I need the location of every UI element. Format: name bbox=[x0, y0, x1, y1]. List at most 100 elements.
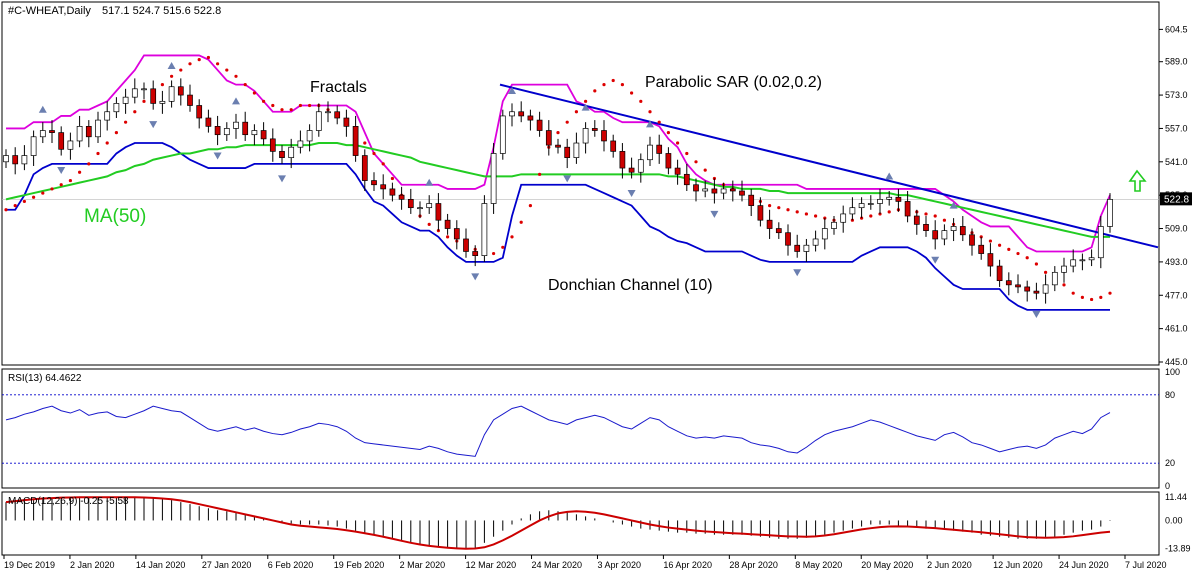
candle-down bbox=[545, 130, 552, 146]
candle-up bbox=[831, 221, 837, 229]
sar-dot bbox=[998, 243, 1002, 247]
candle-down bbox=[693, 184, 699, 192]
fractal-down-marker bbox=[149, 121, 158, 129]
candle-up bbox=[950, 226, 957, 231]
candle-up bbox=[1079, 259, 1086, 262]
candle-down bbox=[748, 194, 755, 206]
fractal-down-marker bbox=[931, 256, 940, 264]
rsi-levels bbox=[2, 394, 1159, 464]
sar-dot bbox=[988, 239, 993, 243]
candle-up bbox=[812, 238, 819, 246]
sar-dot bbox=[823, 216, 827, 220]
candle-up bbox=[821, 228, 828, 240]
candle-down bbox=[711, 188, 718, 194]
candle-down bbox=[269, 138, 276, 152]
sar-dot bbox=[308, 103, 312, 108]
date-tick-label: 24 Jun 2020 bbox=[1059, 560, 1109, 570]
sar-dot bbox=[528, 203, 533, 208]
date-tick-label: 2 Jun 2020 bbox=[927, 560, 972, 570]
fractal-up-marker bbox=[949, 201, 958, 209]
sar-dot bbox=[565, 120, 569, 124]
sar-dot bbox=[666, 131, 671, 135]
sar-dot bbox=[510, 235, 514, 239]
sar-dot bbox=[620, 83, 625, 87]
price-tick-label: 557.0 bbox=[1165, 123, 1188, 133]
sar-dot bbox=[786, 208, 790, 212]
fractal-down-marker bbox=[710, 210, 719, 218]
fractal-markers bbox=[38, 61, 1041, 318]
fractal-down-marker bbox=[57, 167, 66, 175]
sar-dot bbox=[225, 68, 229, 72]
sar-dot bbox=[170, 74, 174, 78]
candle-up bbox=[251, 130, 258, 136]
sar-dot bbox=[1108, 291, 1112, 295]
date-tick-label: 14 Jan 2020 bbox=[136, 560, 186, 570]
fractal-down-marker bbox=[278, 175, 286, 183]
candle-down bbox=[591, 128, 598, 131]
candle-up bbox=[67, 140, 74, 150]
candle-up bbox=[306, 130, 313, 142]
candle-down bbox=[398, 194, 405, 200]
fractal-down-marker bbox=[627, 190, 636, 197]
candle-down bbox=[435, 203, 442, 221]
rsi-tick-label: 100 bbox=[1165, 367, 1180, 377]
candle-down bbox=[969, 234, 975, 246]
candle-down bbox=[987, 253, 994, 267]
sar-dot bbox=[804, 212, 809, 216]
candle-down bbox=[196, 105, 203, 119]
candle-up bbox=[1088, 257, 1095, 261]
rsi-label: RSI(13) 64.4622 bbox=[8, 373, 82, 384]
sar-dot bbox=[96, 151, 100, 156]
fractal-up-marker bbox=[38, 105, 47, 113]
price-tick-label: 461.0 bbox=[1165, 324, 1188, 334]
sar-dot bbox=[133, 110, 137, 114]
candle-up bbox=[426, 203, 433, 209]
price-candles bbox=[3, 78, 1113, 304]
candle-up bbox=[803, 244, 810, 252]
macd-label: MACD(12,26,9) -0.25 -5.58 bbox=[8, 496, 129, 507]
candle-down bbox=[205, 117, 212, 127]
fractal-up-marker bbox=[508, 86, 516, 94]
candle-up bbox=[637, 159, 644, 173]
date-tick-label: 8 May 2020 bbox=[795, 560, 842, 570]
sar-dot bbox=[694, 160, 698, 164]
candle-down bbox=[407, 198, 414, 209]
candle-up bbox=[1061, 265, 1067, 273]
sar-dot bbox=[501, 245, 505, 249]
sar-dot bbox=[657, 120, 661, 124]
candle-down bbox=[923, 224, 929, 231]
sar-dot bbox=[639, 99, 643, 103]
sar-dot bbox=[160, 83, 164, 87]
candle-down bbox=[453, 228, 460, 240]
candle-up bbox=[95, 119, 101, 138]
candle-down bbox=[187, 94, 193, 106]
candle-up bbox=[840, 213, 847, 223]
candle-up bbox=[481, 203, 488, 256]
sar-dot bbox=[50, 187, 54, 191]
candle-down bbox=[895, 196, 902, 202]
sar-dot bbox=[372, 151, 376, 156]
sar-dot bbox=[1099, 295, 1103, 299]
candle-up bbox=[104, 111, 111, 121]
price-tick-label: 445.0 bbox=[1165, 357, 1188, 367]
sar-dot bbox=[298, 103, 302, 108]
sar-dot bbox=[1025, 256, 1029, 260]
date-tick-label: 7 Jul 2020 bbox=[1125, 560, 1167, 570]
sar-dot bbox=[114, 131, 118, 135]
sar-dot bbox=[262, 99, 266, 103]
price-tick-label: 573.0 bbox=[1165, 90, 1188, 100]
candle-down bbox=[472, 251, 479, 256]
date-tick-label: 2 Mar 2020 bbox=[400, 560, 446, 570]
sar-dot bbox=[216, 62, 220, 66]
sar-dot bbox=[381, 162, 385, 166]
date-tick-label: 6 Feb 2020 bbox=[268, 560, 314, 570]
rsi-tick-label: 80 bbox=[1165, 390, 1175, 400]
sar-dot bbox=[584, 99, 588, 103]
sar-dot bbox=[630, 91, 634, 95]
sar-dot bbox=[1062, 283, 1066, 287]
date-tick-label: 20 May 2020 bbox=[861, 560, 913, 570]
sar-dot bbox=[280, 108, 284, 112]
candle-down bbox=[12, 155, 19, 165]
fractals-label: Fractals bbox=[310, 79, 367, 96]
